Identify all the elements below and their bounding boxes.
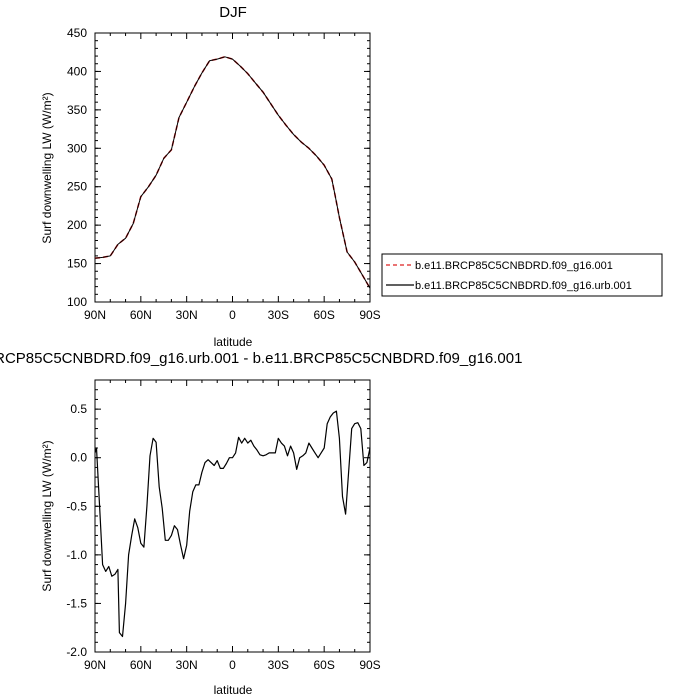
legend-label-series-0: b.e11.BRCP85C5CNBDRD.f09_g16.001: [415, 260, 613, 272]
bottom-y-tick-label: -0.5: [66, 499, 87, 513]
legend-box: [381, 253, 663, 297]
bottom-series-0-line: [94, 410, 371, 638]
top-y-tick-label: 150: [67, 257, 87, 271]
top-series-group: [94, 55, 371, 289]
top-y-tick-label: 100: [67, 295, 87, 309]
bottom-x-tick-label: 90S: [359, 658, 380, 672]
top-y-axis-label: Surf downwelling LW (W/m²): [40, 92, 54, 243]
top-x-tick-label: 0: [229, 308, 236, 322]
top-chart-title: DJF: [219, 4, 247, 21]
top-y-tick-label: 200: [67, 218, 87, 232]
top-x-axis-label: latitude: [214, 335, 253, 349]
bottom-series-group: [94, 410, 371, 638]
top-ticks: 90N 60N 30N 0 30S 60S 90S 100 150 200 250 300 350 400…: [67, 26, 381, 322]
bottom-x-tick-label: 60N: [130, 658, 152, 672]
top-y-tick-label: 400: [67, 64, 87, 78]
top-plot-frame: [94, 32, 371, 303]
top-x-tick-label: 30N: [176, 308, 198, 322]
bottom-x-tick-label: 30N: [176, 658, 198, 672]
bottom-y-tick-label: -1.0: [66, 548, 87, 562]
bottom-x-tick-label: 30S: [268, 658, 289, 672]
top-y-tick-label: 350: [67, 103, 87, 117]
bottom-y-axis-label: Surf downwelling LW (W/m²): [40, 440, 54, 591]
top-x-tick-label: 60S: [313, 308, 334, 322]
legend-label-series-1: b.e11.BRCP85C5CNBDRD.f09_g16.urb.001: [415, 280, 632, 292]
bottom-x-tick-label: 0: [229, 658, 236, 672]
panel-bottom: b.e11.BRCP85C5CNBDRD.f09_g16.urb.001 - b…: [0, 350, 522, 697]
top-x-tick-label: 90S: [359, 308, 380, 322]
top-x-tick-label: 60N: [130, 308, 152, 322]
panel-top: DJF 90N 60N 30N 0 30S 60S 90S 100 150 200 250 300 35…: [40, 4, 663, 349]
bottom-x-tick-label: 90N: [84, 658, 106, 672]
bottom-ticks: 90N 60N 30N 0 30S 60S 90S -2.0 -1.5 -1.0 -0.5 0.0 0.…: [66, 379, 381, 672]
top-x-tick-label: 90N: [84, 308, 106, 322]
bottom-y-tick-label: -2.0: [66, 645, 87, 659]
bottom-chart-title: b.e11.BRCP85C5CNBDRD.f09_g16.urb.001 - b…: [0, 350, 522, 367]
top-y-tick-label: 250: [67, 180, 87, 194]
bottom-y-tick-label: 0.5: [70, 402, 87, 416]
top-y-tick-label: 300: [67, 141, 87, 155]
legend: b.e11.BRCP85C5CNBDRD.f09_g16.001 b.e11.B…: [381, 253, 663, 297]
top-series-1-line: [94, 56, 371, 289]
bottom-x-axis-label: latitude: [214, 683, 253, 697]
bottom-x-tick-label: 60S: [313, 658, 334, 672]
bottom-y-tick-label: -1.5: [66, 596, 87, 610]
top-y-tick-label: 450: [67, 26, 87, 40]
top-x-tick-label: 30S: [268, 308, 289, 322]
bottom-y-tick-label: 0.0: [70, 451, 87, 465]
